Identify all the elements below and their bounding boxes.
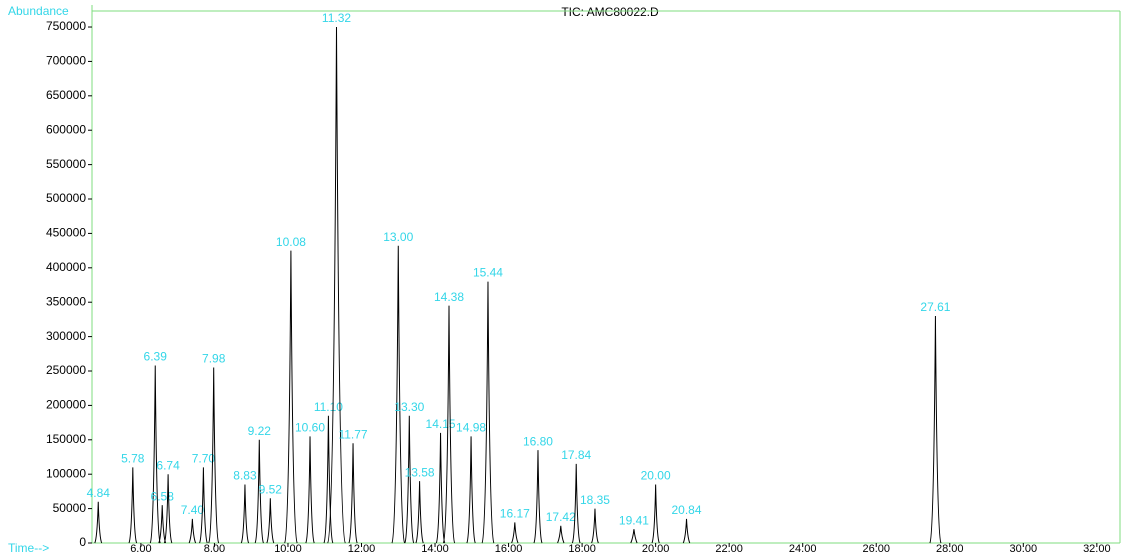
y-tick-label: 0 <box>79 535 86 549</box>
peak <box>149 365 161 544</box>
peak <box>208 367 220 544</box>
peak <box>630 529 638 544</box>
peak <box>442 305 456 544</box>
peak-label: 7.40 <box>181 503 205 517</box>
peak-label: 19.41 <box>619 513 649 527</box>
peak <box>323 415 334 544</box>
x-tick-label: 20.00 <box>642 543 670 554</box>
x-tick-label: 12.00 <box>348 543 376 554</box>
peak-label: 13.30 <box>394 400 424 414</box>
peak <box>254 439 264 544</box>
peak <box>188 518 197 544</box>
x-tick-label: 30.00 <box>1010 543 1038 554</box>
peak-label: 7.70 <box>192 451 216 465</box>
y-tick-label: 600000 <box>46 122 86 136</box>
y-tick-label: 650000 <box>46 88 86 102</box>
peak <box>391 245 406 544</box>
y-tick-label: 300000 <box>46 329 86 343</box>
y-tick-label: 350000 <box>46 294 86 308</box>
peak <box>305 436 315 544</box>
peak <box>651 484 660 544</box>
peak-label: 20.00 <box>641 469 671 483</box>
peak <box>158 505 167 544</box>
peak <box>557 525 565 544</box>
peak-label: 10.60 <box>295 421 325 435</box>
peak-label: 7.98 <box>202 352 226 366</box>
x-tick-label: 14.00 <box>421 543 449 554</box>
peak <box>404 415 415 544</box>
peak <box>284 250 298 544</box>
x-tick-label: 28.00 <box>936 543 964 554</box>
chart-title: TIC: AMC80022.D <box>561 5 659 19</box>
peak-label: 6.58 <box>151 489 175 503</box>
peak <box>466 436 476 544</box>
x-axis-label: Time--> <box>8 541 49 554</box>
x-tick-label: 22.00 <box>715 543 743 554</box>
peak-label: 5.78 <box>121 451 145 465</box>
x-tick-label: 24.00 <box>789 543 817 554</box>
y-tick-label: 500000 <box>46 191 86 205</box>
peak-label: 8.83 <box>233 469 257 483</box>
peak <box>199 467 208 544</box>
peak-label: 15.44 <box>473 266 503 280</box>
peak-label: 13.58 <box>405 465 435 479</box>
x-tick-label: 18.00 <box>568 543 596 554</box>
peak-label: 17.84 <box>561 448 591 462</box>
peak-label: 13.00 <box>383 230 413 244</box>
peak-label: 6.39 <box>144 350 168 364</box>
peak-label: 16.80 <box>523 434 553 448</box>
peak-label: 27.61 <box>920 300 950 314</box>
y-tick-label: 50000 <box>53 501 87 515</box>
peak <box>533 450 543 544</box>
peak <box>415 481 424 544</box>
peak-label: 6.74 <box>156 458 180 472</box>
peak <box>266 498 275 544</box>
peak-label: 18.35 <box>580 493 610 507</box>
x-tick-label: 26.00 <box>862 543 890 554</box>
peak <box>327 27 346 544</box>
peak-label: 14.15 <box>426 417 456 431</box>
peak <box>163 474 173 544</box>
y-tick-label: 700000 <box>46 54 86 68</box>
peak-label: 9.22 <box>248 424 272 438</box>
y-tick-label: 450000 <box>46 226 86 240</box>
peak-label: 11.32 <box>322 11 351 25</box>
peak <box>929 315 942 544</box>
peak-label: 20.84 <box>672 503 702 517</box>
peak <box>348 443 358 544</box>
y-tick-label: 100000 <box>46 466 86 480</box>
peak-label: 10.08 <box>276 235 306 249</box>
peak <box>511 522 519 544</box>
x-tick-label: 16.00 <box>495 543 523 554</box>
x-tick-label: 6.00 <box>130 543 151 554</box>
x-tick-label: 10.00 <box>274 543 302 554</box>
peak <box>435 432 446 544</box>
peak-label: 17.42 <box>546 510 576 524</box>
peak-label: 9.52 <box>259 482 283 496</box>
y-tick-label: 400000 <box>46 260 86 274</box>
peak <box>94 501 103 544</box>
y-tick-label: 250000 <box>46 363 86 377</box>
peak-label: 4.84 <box>87 486 111 500</box>
y-axis-label: Abundance <box>8 4 69 18</box>
peak <box>240 484 250 544</box>
x-tick-label: 32.00 <box>1083 543 1111 554</box>
y-tick-label: 750000 <box>46 19 86 33</box>
peak-label: 11.77 <box>338 427 367 441</box>
peak-label: 16.17 <box>500 507 530 521</box>
y-tick-label: 150000 <box>46 432 86 446</box>
peak-label: 11.10 <box>314 400 343 414</box>
peak <box>481 281 495 544</box>
peak <box>591 508 599 544</box>
peak-label: 14.38 <box>434 290 464 304</box>
peak <box>682 518 691 544</box>
peak <box>571 463 581 544</box>
x-tick-label: 8.00 <box>204 543 225 554</box>
y-tick-label: 200000 <box>46 398 86 412</box>
y-tick-label: 550000 <box>46 157 86 171</box>
peak-label: 14.98 <box>456 421 486 435</box>
peak <box>128 467 138 544</box>
